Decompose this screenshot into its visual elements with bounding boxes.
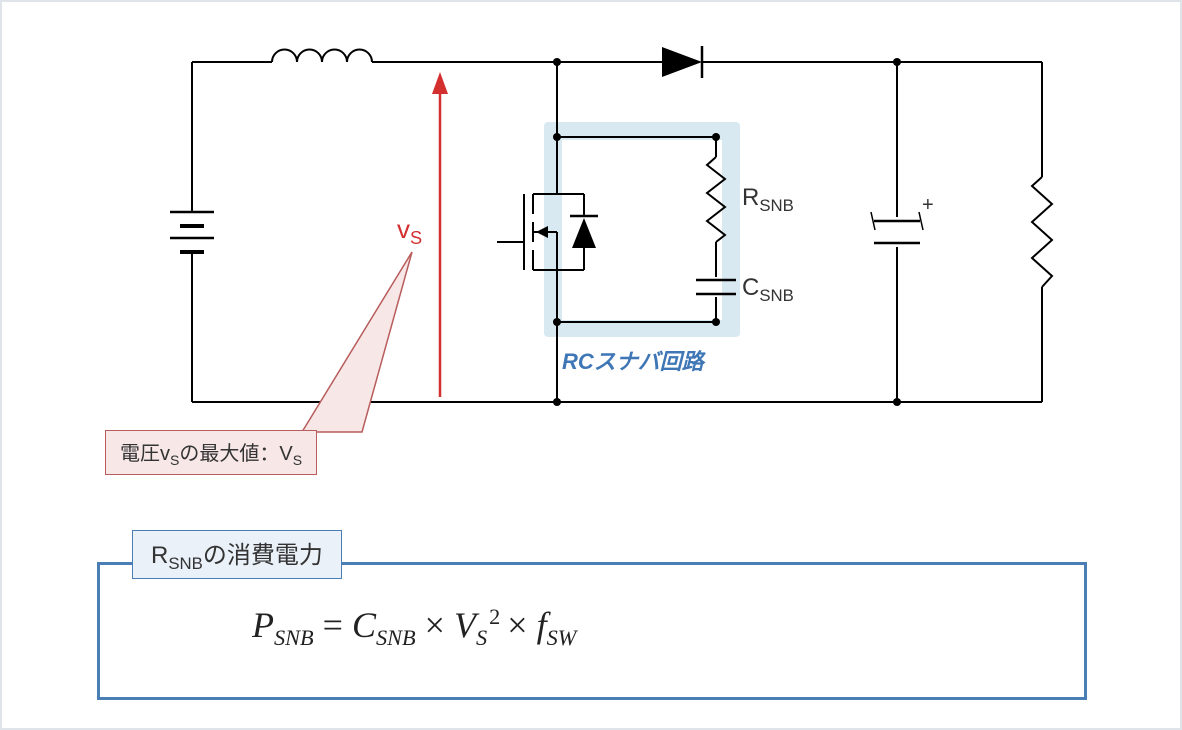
callout-pointer <box>302 252 412 432</box>
formula-equation: PSNB = CSNB × VS2 × fSW <box>252 604 576 651</box>
load-resistor-icon <box>1032 177 1052 287</box>
voltage-source-icon <box>170 212 214 252</box>
formula-title: RSNBの消費電力 <box>132 530 342 579</box>
callout-box: 電圧vSの最大値：VS <box>105 430 317 475</box>
formula-panel <box>97 562 1087 700</box>
diagram-page: vS RSNB CSNB RCスナバ回路 + 電圧vSの最大値：VS RSNBの… <box>0 0 1182 730</box>
inductor-icon <box>272 49 372 62</box>
diode-icon <box>657 46 722 78</box>
cap-plus-label: + <box>922 194 934 217</box>
rsnb-label: RSNB <box>742 184 794 216</box>
snubber-note: RCスナバ回路 <box>562 344 704 376</box>
csnb-label: CSNB <box>742 274 794 306</box>
vs-label: vS <box>397 214 422 249</box>
vs-arrow <box>432 72 448 397</box>
